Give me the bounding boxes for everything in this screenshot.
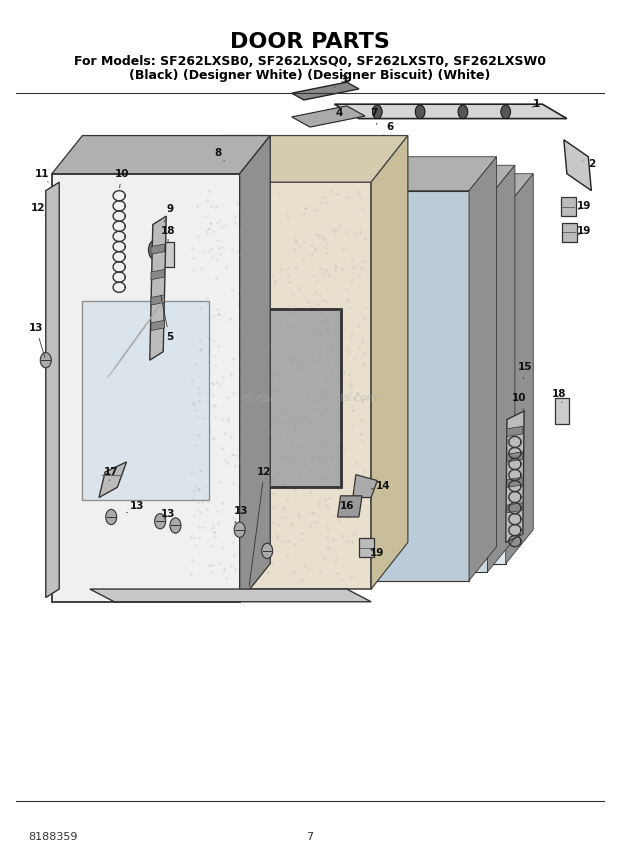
Polygon shape: [340, 208, 506, 563]
Text: 10: 10: [114, 169, 129, 188]
Polygon shape: [371, 135, 408, 589]
Text: 19: 19: [577, 226, 591, 236]
Polygon shape: [334, 104, 567, 119]
Circle shape: [415, 105, 425, 119]
Text: 16: 16: [340, 501, 354, 511]
Text: 15: 15: [518, 362, 533, 378]
Text: 5: 5: [161, 295, 173, 342]
Polygon shape: [151, 295, 164, 305]
Text: 8188359: 8188359: [29, 831, 78, 841]
Polygon shape: [310, 199, 487, 572]
Text: 17: 17: [104, 467, 118, 480]
Polygon shape: [291, 106, 365, 127]
Polygon shape: [564, 140, 591, 191]
Polygon shape: [291, 82, 359, 100]
Polygon shape: [99, 462, 126, 497]
Text: 18: 18: [552, 389, 567, 402]
Text: 14: 14: [371, 480, 391, 490]
Polygon shape: [507, 426, 523, 437]
Circle shape: [149, 240, 163, 260]
Polygon shape: [506, 411, 524, 543]
Text: DOOR PARTS: DOOR PARTS: [230, 33, 390, 52]
Polygon shape: [560, 198, 576, 216]
Text: 12: 12: [249, 467, 272, 586]
Circle shape: [105, 509, 117, 525]
Text: 8: 8: [215, 147, 224, 161]
Circle shape: [501, 105, 511, 119]
Text: 10: 10: [512, 393, 526, 411]
Polygon shape: [52, 174, 240, 602]
Polygon shape: [487, 165, 515, 572]
Text: 13: 13: [161, 509, 175, 520]
Text: 19: 19: [370, 549, 384, 558]
Text: 4: 4: [335, 108, 343, 117]
Text: 12: 12: [30, 203, 46, 216]
Polygon shape: [151, 270, 164, 280]
Text: 13: 13: [234, 506, 249, 523]
Text: 19: 19: [577, 201, 591, 211]
Polygon shape: [162, 241, 174, 267]
Circle shape: [373, 105, 382, 119]
Text: 3: 3: [334, 75, 347, 87]
Circle shape: [262, 544, 273, 559]
Polygon shape: [353, 474, 378, 497]
Text: 1: 1: [533, 99, 540, 110]
Circle shape: [234, 522, 245, 538]
Text: 2: 2: [582, 158, 595, 169]
Polygon shape: [151, 244, 164, 254]
Text: For Models: SF262LXSB0, SF262LXSQ0, SF262LXST0, SF262LXSW0: For Models: SF262LXSB0, SF262LXSQ0, SF26…: [74, 56, 546, 68]
Polygon shape: [185, 182, 371, 589]
Polygon shape: [151, 320, 164, 330]
Polygon shape: [286, 191, 469, 580]
Circle shape: [170, 518, 181, 533]
Polygon shape: [359, 538, 374, 557]
Polygon shape: [90, 589, 371, 602]
Circle shape: [40, 353, 51, 368]
Polygon shape: [286, 157, 497, 191]
Circle shape: [458, 105, 468, 119]
Text: eReplacementParts.com: eReplacementParts.com: [242, 393, 378, 403]
Text: 7: 7: [306, 831, 314, 841]
Circle shape: [152, 245, 159, 255]
Polygon shape: [337, 496, 362, 517]
Polygon shape: [310, 165, 515, 199]
Polygon shape: [507, 502, 523, 513]
Polygon shape: [82, 300, 209, 500]
Polygon shape: [507, 452, 523, 462]
Polygon shape: [506, 174, 533, 563]
Text: 7: 7: [371, 108, 378, 124]
Polygon shape: [185, 135, 408, 182]
Text: (Black) (Designer White) (Designer Biscuit) (White): (Black) (Designer White) (Designer Biscu…: [130, 68, 490, 82]
Polygon shape: [555, 398, 569, 424]
Text: 11: 11: [35, 169, 50, 182]
Text: 18: 18: [161, 226, 175, 241]
Text: 13: 13: [126, 501, 144, 513]
Polygon shape: [46, 182, 60, 597]
Polygon shape: [507, 477, 523, 487]
Polygon shape: [150, 216, 166, 360]
Polygon shape: [215, 309, 340, 487]
Polygon shape: [562, 223, 577, 241]
Text: 9: 9: [164, 205, 174, 222]
Polygon shape: [52, 135, 270, 174]
Polygon shape: [469, 157, 497, 580]
Text: 13: 13: [29, 323, 45, 358]
Polygon shape: [340, 174, 533, 208]
Polygon shape: [240, 135, 270, 602]
Circle shape: [154, 514, 166, 529]
Text: 6: 6: [383, 122, 393, 135]
